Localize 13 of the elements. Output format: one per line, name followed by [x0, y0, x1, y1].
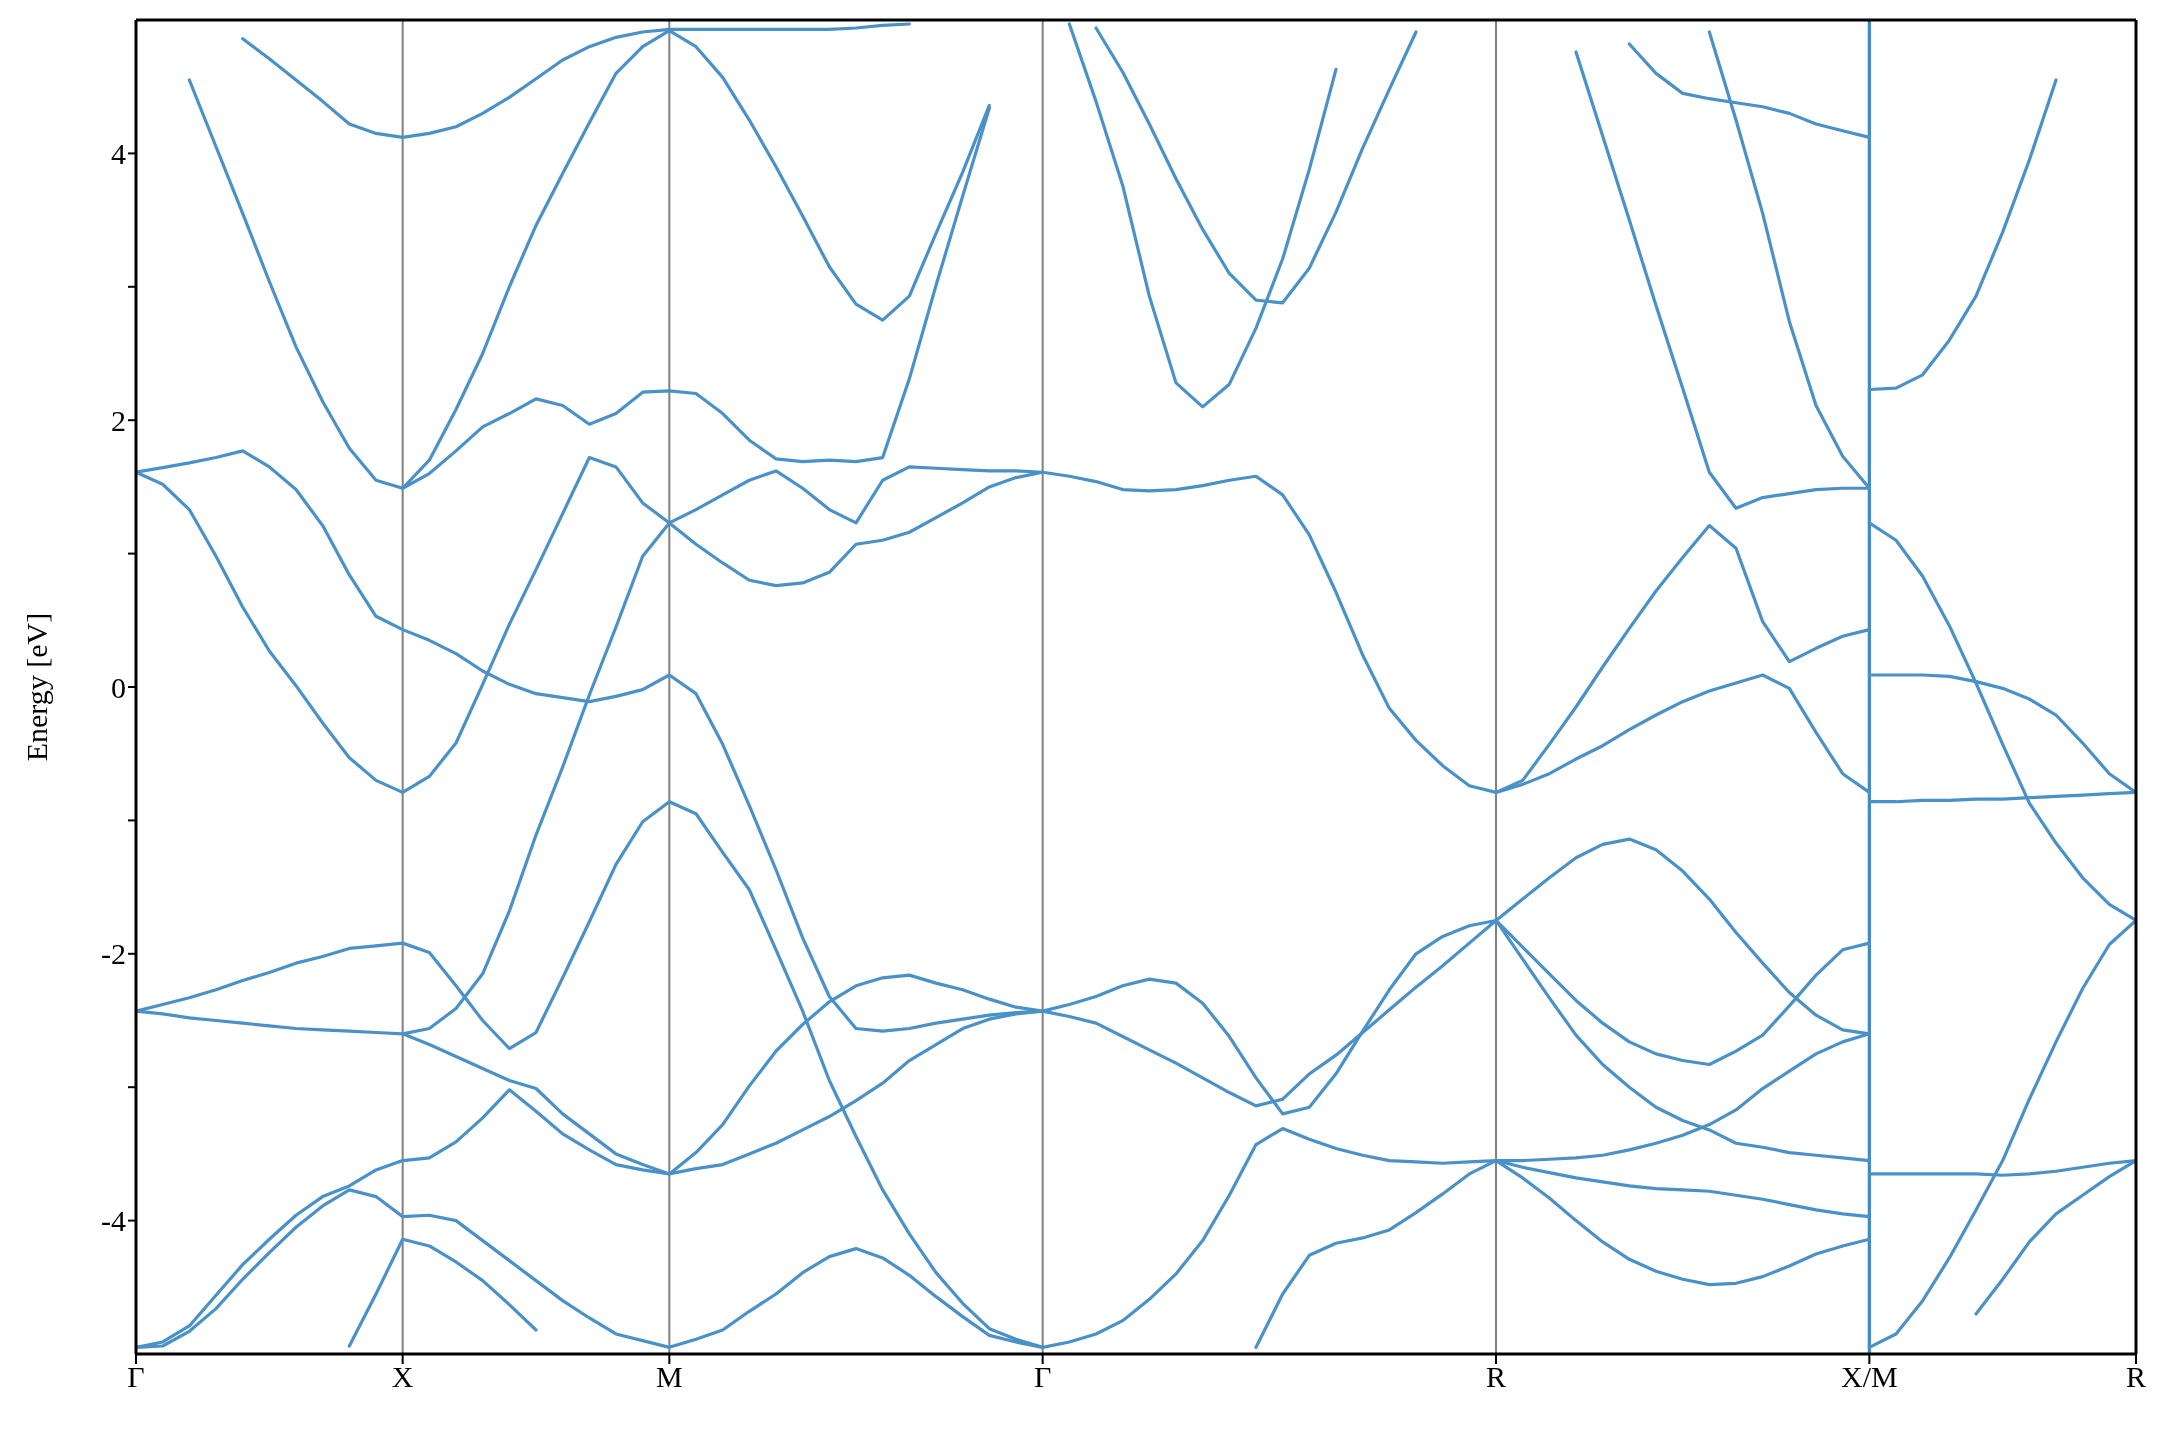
- y-tick-label: -2: [101, 937, 126, 971]
- x-tick-label: X/M: [1840, 1360, 1898, 1394]
- x-tick-label: X: [391, 1360, 414, 1394]
- x-tick-label: R: [1485, 1360, 1507, 1394]
- x-tick-label: R: [2125, 1360, 2147, 1394]
- x-tick-label: Γ: [1033, 1360, 1052, 1394]
- y-tick-label: 0: [111, 670, 126, 704]
- y-axis-title: Energy [eV]: [19, 612, 53, 762]
- x-tick-label: M: [655, 1360, 683, 1394]
- y-tick-label: 2: [111, 403, 126, 437]
- y-tick-label: -4: [101, 1204, 126, 1238]
- y-tick-label: 4: [111, 137, 126, 171]
- x-tick-label: Γ: [127, 1360, 145, 1394]
